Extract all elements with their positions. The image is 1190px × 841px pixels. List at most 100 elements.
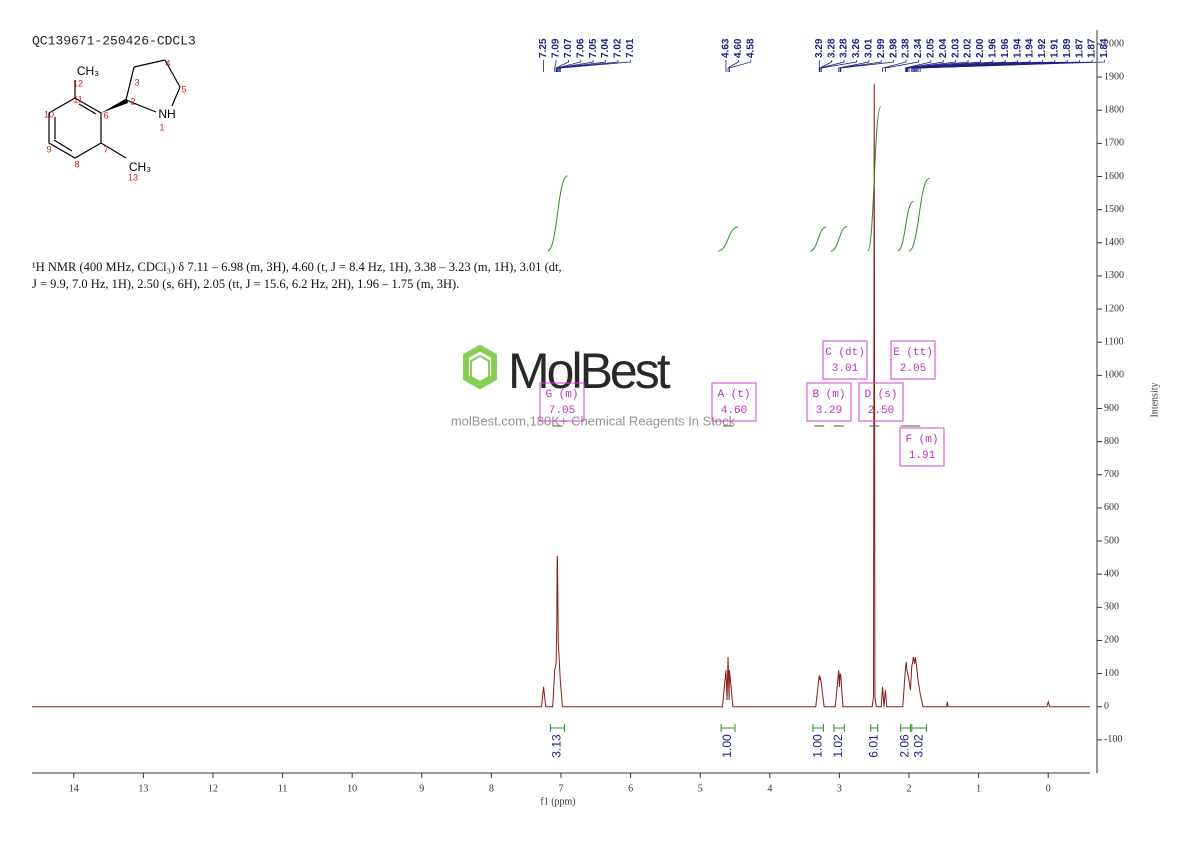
peak-leader [819,60,845,72]
y-tick-label: 900 [1104,403,1119,414]
watermark: MolBest molBest.com,180K+ Chemical Reage… [451,343,736,428]
atom-label: 10 [44,109,54,119]
peak-leader [557,60,594,72]
atom-label: 3 [134,77,139,87]
integral-curve [830,226,848,252]
multiplet-name: C (dt) [825,347,865,359]
watermark-tagline: molBest.com,180K+ Chemical Reagents In S… [451,413,736,428]
integral-bracket [833,724,845,732]
peak-label: 2.03 [950,38,961,58]
multiplet-box [899,427,945,467]
atom-label: 7 [103,144,108,154]
y-tick-label: 1700 [1104,138,1124,149]
atom-label: 9 [46,144,51,154]
peak-leader [838,60,870,72]
peak-leader [559,60,631,72]
watermark-logo: MolBest [508,343,671,399]
peak-label: 7.09 [551,38,562,58]
atom-label: CH₃ [129,160,151,174]
multiplet-shift: 2.50 [868,405,894,417]
peak-label: 1.94 [1025,38,1036,58]
peak-leader [906,60,957,72]
y-tick-label: 2000 [1104,38,1124,49]
atom-label: 1 [159,122,164,132]
peak-leader [919,60,1105,72]
peak-label: 3.29 [814,38,825,58]
atom-label: 12 [73,78,83,88]
peak-leader [905,60,944,72]
y-tick-label: -100 [1104,734,1122,745]
peak-leader [820,60,857,72]
multiplet-name: D (s) [864,389,897,401]
y-tick-label: 500 [1104,535,1119,546]
peak-label: 7.02 [613,38,624,58]
x-tick-label: 11 [278,783,288,794]
integral-bracket [550,724,565,732]
x-tick-label: 0 [1046,783,1051,794]
x-tick-label: 1 [976,783,981,794]
x-tick-label: 5 [698,783,703,794]
peak-label: 2.98 [888,38,899,58]
peak-leader [882,60,907,72]
atom-label: 5 [181,84,186,94]
integral-label: 1.02 [831,734,845,758]
peak-leader [839,60,882,72]
atom-label: 8 [74,159,79,169]
integral-bracket [720,724,736,732]
y-tick-label: 1500 [1104,204,1124,215]
nmr-description: J = 9.9, 7.0 Hz, 1H), 2.50 (s, 6H), 2.05… [32,277,459,291]
atom-label: 11 [73,94,82,104]
integral-curve [908,178,930,252]
multiplet-name: G (m) [545,389,578,401]
peak-leader [557,60,606,72]
multiplet-shift: 2.05 [900,363,926,375]
integral-curve [547,175,568,252]
peak-label: 1.94 [1012,38,1023,58]
x-tick-label: 2 [907,783,912,794]
y-tick-label: 600 [1104,502,1119,513]
peak-label: 4.63 [721,38,732,58]
y-tick-label: 100 [1104,668,1119,679]
peak-label: 7.01 [625,38,636,58]
peak-label: 7.25 [538,38,549,58]
y-axis-label: Intensity [1149,383,1160,418]
y-tick-label: 1000 [1104,370,1124,381]
atom-label: 4 [165,58,170,68]
multiplet-shift: 3.29 [816,405,842,417]
y-tick-label: 1600 [1104,171,1124,182]
integral-bracket [812,724,824,732]
y-tick-label: 700 [1104,469,1119,480]
spectrum-line [32,83,1090,708]
integral-bracket [900,724,911,732]
multiplet-box [858,382,904,422]
multiplet-box [806,382,852,422]
atom-label: CH₃ [77,64,99,78]
peak-leader [556,60,582,72]
peak-label: 1.84 [1099,38,1110,58]
peak-label: 3.26 [851,38,862,58]
peak-leader [907,60,969,72]
multiplet-box [890,340,936,380]
multiplet-shift: 3.01 [832,363,859,375]
peak-label: 2.05 [925,38,936,58]
peak-label: 1.96 [1000,38,1011,58]
peak-label: 1.89 [1062,38,1073,58]
peak-leader [727,60,739,72]
peak-label: 1.92 [1037,38,1048,58]
peak-label: 2.38 [901,38,912,58]
peak-leader [729,60,752,72]
peak-leader [840,60,895,72]
peak-label: 1.91 [1049,38,1060,58]
y-tick-label: 1200 [1104,303,1124,314]
peak-leader [555,60,569,72]
multiplet-box [539,382,585,422]
y-tick-label: 1900 [1104,71,1124,82]
y-tick-label: 1400 [1104,237,1124,248]
x-tick-label: 10 [347,783,357,794]
wedge-bond [101,98,128,113]
peak-label: 2.34 [913,38,924,58]
peak-label: 7.06 [575,38,586,58]
x-tick-label: 12 [208,783,218,794]
